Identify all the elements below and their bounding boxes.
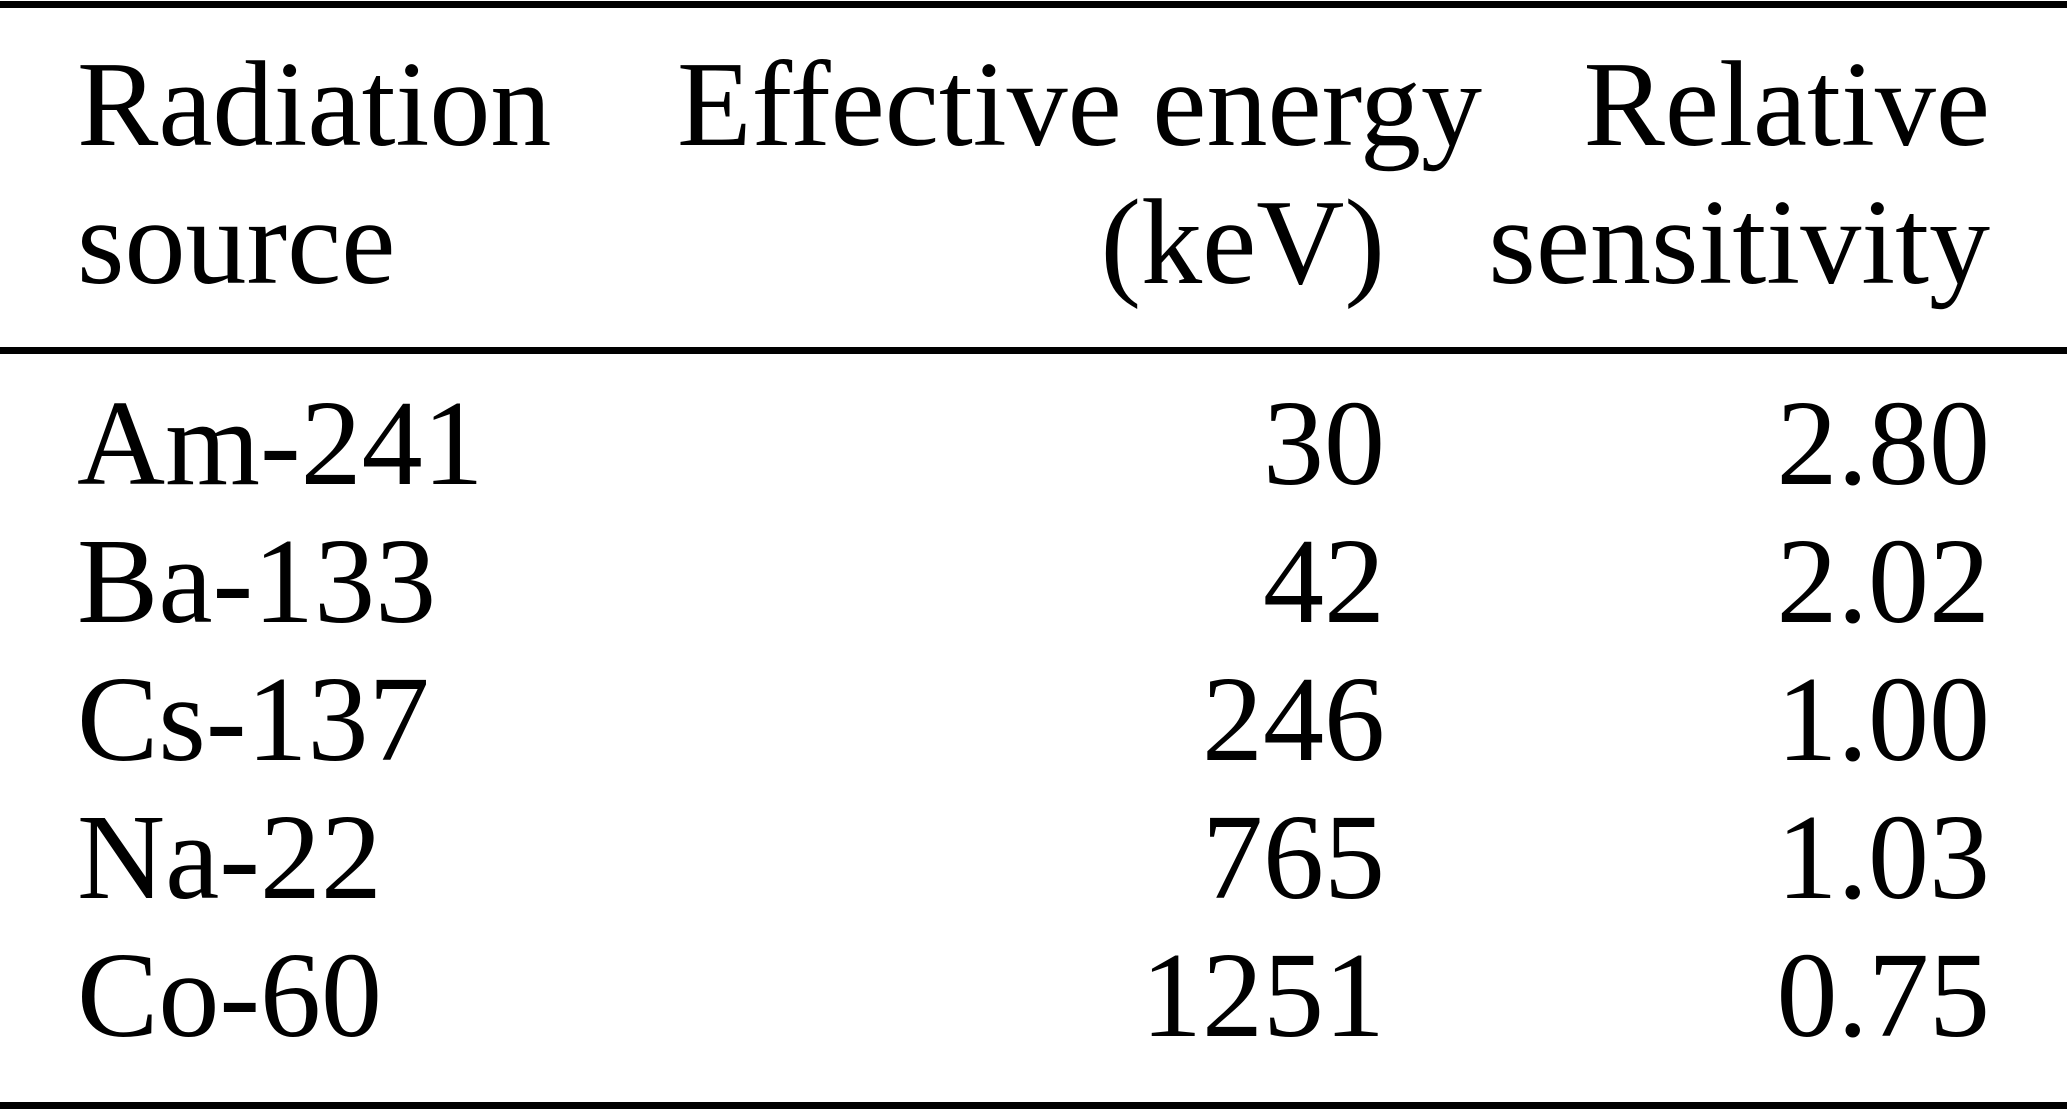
table-cell-energy: 42 [1263, 514, 1385, 649]
table-cell-energy: 765 [1202, 790, 1385, 925]
table-cell-sensitivity: 1.00 [1776, 652, 1991, 787]
table-cell-sensitivity: 0.75 [1776, 928, 1991, 1063]
table-cell-source: Na-22 [77, 790, 382, 925]
table-cell-source: Am-241 [77, 376, 484, 511]
table-cell-source: Cs-137 [77, 652, 430, 787]
header-effective-energy: Effective energy (keV) [677, 36, 1483, 312]
table-top-rule [0, 1, 2067, 8]
header-energy-line2: (keV) [1100, 175, 1385, 310]
header-radiation-line2: source [77, 175, 396, 310]
header-radiation-source: Radiation source [77, 36, 677, 312]
table-body: Am-241 30 2.80 Ba-133 42 2.02 Cs-137 246… [0, 354, 2067, 1102]
table-cell-source: Ba-133 [77, 514, 437, 649]
header-relative-sensitivity: Relative sensitivity [1385, 36, 1990, 312]
table-cell-source: Co-60 [77, 928, 382, 1063]
table-cell-sensitivity: 2.02 [1776, 514, 1991, 649]
header-radiation-line1: Radiation [77, 37, 552, 172]
header-energy-line1: Effective energy [677, 37, 1483, 172]
table-header-row: Radiation source Effective energy (keV) … [0, 8, 2067, 347]
header-sensitivity-line1: Relative [1583, 37, 1990, 172]
table-cell-sensitivity: 2.80 [1776, 376, 1991, 511]
table-cell-sensitivity: 1.03 [1776, 790, 1991, 925]
header-sensitivity-line2: sensitivity [1488, 175, 1990, 310]
table-bottom-rule [0, 1102, 2067, 1109]
table-cell-energy: 246 [1202, 652, 1385, 787]
table-cell-energy: 1251 [1141, 928, 1385, 1063]
table-cell-energy: 30 [1263, 376, 1385, 511]
table-header-divider-rule [0, 347, 2067, 354]
